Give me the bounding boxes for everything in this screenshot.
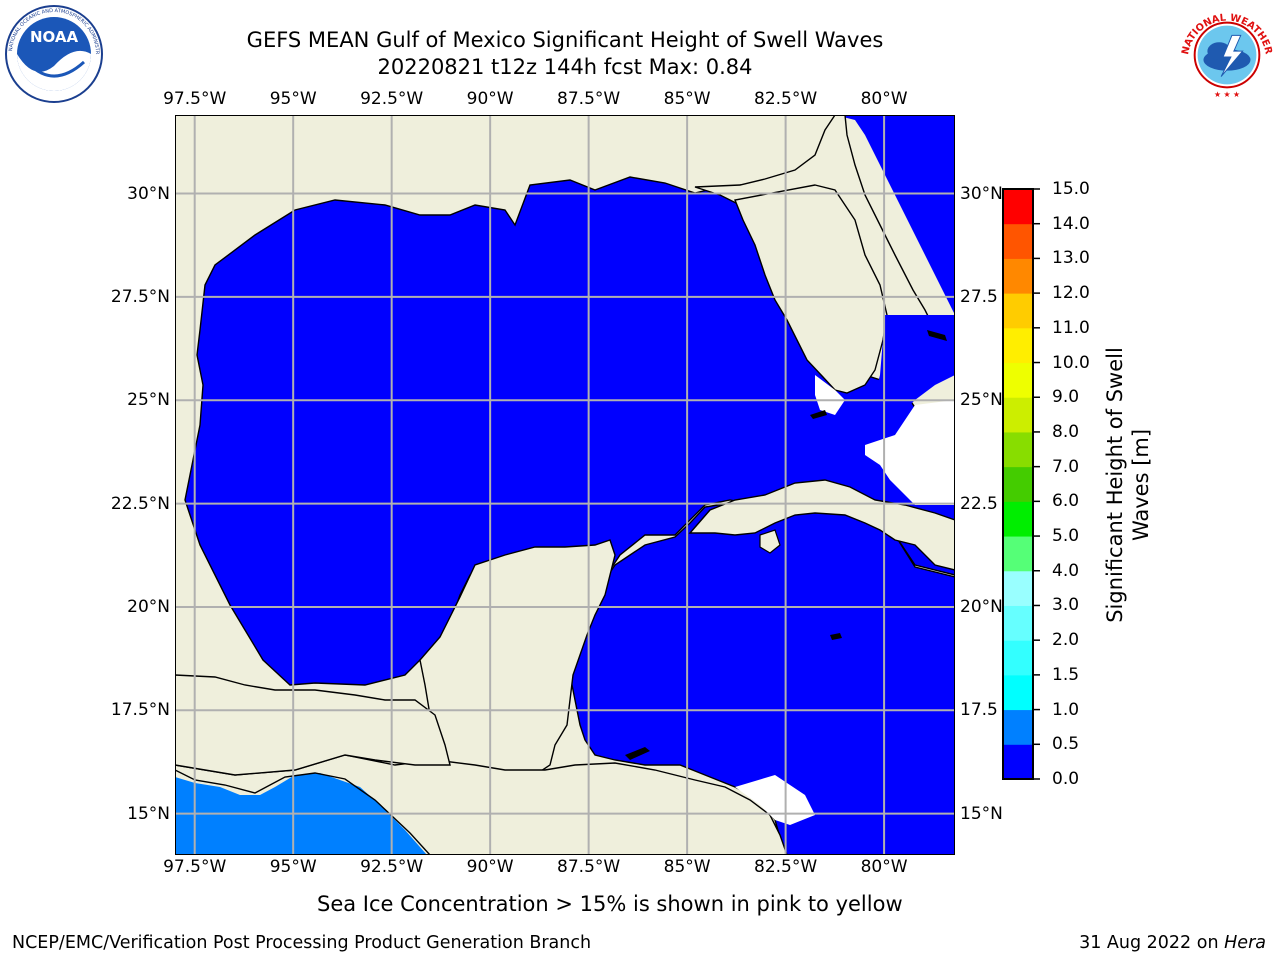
chart-title-line1: GEFS MEAN Gulf of Mexico Significant Hei… <box>246 28 884 52</box>
longitude-tick-label: 92.5°W <box>360 857 424 877</box>
colorbar-tick-label: 14.0 <box>1052 213 1090 234</box>
longitude-tick-label: 97.5°W <box>163 89 227 109</box>
longitude-tick-label: 82.5°W <box>754 89 818 109</box>
noaa-logo-text: NOAA <box>30 28 79 46</box>
latitude-tick-label-left: 27.5°N <box>110 286 170 307</box>
latitude-tick-label-right: 25°N <box>960 390 1003 411</box>
longitude-tick-label: 97.5°W <box>163 857 227 877</box>
latitude-tick-label-right: 30°N <box>960 183 1003 204</box>
colorbar-segment <box>1003 362 1033 398</box>
colorbar-tick-label: 8.0 <box>1052 421 1080 442</box>
latitude-tick-label-right: 15°N <box>960 803 1003 824</box>
colorbar-segment <box>1003 293 1033 329</box>
latitude-tick-label-left: 30°N <box>127 183 170 204</box>
footer-branch: NCEP/EMC/Verification Post Processing Pr… <box>12 933 592 953</box>
longitude-tick-label: 87.5°W <box>557 89 621 109</box>
colorbar-tick-label: 15.0 <box>1052 179 1090 199</box>
longitude-tick-label: 85°W <box>663 857 711 877</box>
colorbar-tick-label: 1.0 <box>1052 699 1080 720</box>
latitude-tick-label-left: 17.5°N <box>110 700 170 721</box>
latitude-tick-label-left: 25°N <box>127 390 170 411</box>
latitude-tick-label-right: 22.5 <box>960 493 998 514</box>
colorbar-segment <box>1003 258 1033 294</box>
colorbar-tick-label: 7.0 <box>1052 456 1080 477</box>
cuba-land <box>688 479 955 571</box>
colorbar-segment <box>1003 640 1033 676</box>
latitude-tick-label-left: 15°N <box>127 803 170 824</box>
longitude-tick-label: 92.5°W <box>360 89 424 109</box>
colorbar-segment <box>1003 674 1033 711</box>
colorbar-tick-label: 2.0 <box>1052 630 1080 651</box>
colorbar-tick-label: 1.5 <box>1052 664 1080 685</box>
colorbar-segment <box>1003 189 1033 225</box>
latitude-tick-label-left: 22.5°N <box>110 493 170 514</box>
colorbar-segment <box>1003 223 1033 259</box>
longitude-tick-label: 85°W <box>663 89 711 109</box>
colorbar-tick-label: 10.0 <box>1052 352 1090 373</box>
longitude-tick-label: 80°W <box>860 89 908 109</box>
colorbar-tick-label: 0.5 <box>1052 734 1080 755</box>
colorbar-segment <box>1003 431 1033 468</box>
footer-date: 31 Aug 2022 on Hera <box>1079 933 1266 953</box>
gridlines <box>175 115 955 855</box>
colorbar-tick-label: 13.0 <box>1052 248 1090 269</box>
colorbar <box>1002 188 1040 780</box>
colorbar-tick-label: 5.0 <box>1052 526 1080 547</box>
colorbar-label: Significant Height of Swell Waves [m] <box>1103 347 1153 623</box>
colorbar-segment <box>1003 466 1033 502</box>
colorbar-tick-label: 9.0 <box>1052 387 1080 408</box>
missing-data-bahamas <box>865 400 955 505</box>
longitude-tick-label: 87.5°W <box>557 857 621 877</box>
colorbar-segment <box>1003 605 1033 641</box>
nws-logo: NATIONAL WEATHER SERVICE ★ ★ ★ <box>1178 6 1274 102</box>
latitude-tick-label-right: 20°N <box>960 596 1003 617</box>
chart-title-line2: 20220821 t12z 144h fcst Max: 0.84 <box>377 55 753 79</box>
colorbar-tick-label: 12.0 <box>1052 283 1090 304</box>
colorbar-segment <box>1003 327 1033 364</box>
colorbar-segment <box>1003 536 1033 572</box>
colorbar-segment <box>1003 744 1033 780</box>
colorbar-segment <box>1003 709 1033 745</box>
latitude-tick-label-right: 17.5 <box>960 700 998 721</box>
colorbar-tick-label: 0.0 <box>1052 769 1080 789</box>
longitude-tick-label: 95°W <box>269 89 317 109</box>
longitude-tick-label: 82.5°W <box>754 857 818 877</box>
atlantic-ocean <box>835 115 955 315</box>
colorbar-tick-label: 11.0 <box>1052 317 1090 338</box>
longitude-tick-label: 90°W <box>466 857 514 877</box>
map-panel <box>175 115 955 855</box>
sea-ice-note: Sea Ice Concentration > 15% is shown in … <box>317 892 903 916</box>
latitude-tick-label-left: 20°N <box>127 596 170 617</box>
colorbar-segment <box>1003 570 1033 606</box>
svg-text:★ ★ ★: ★ ★ ★ <box>1214 90 1240 99</box>
longitude-tick-label: 95°W <box>269 857 317 877</box>
longitude-tick-label: 90°W <box>466 89 514 109</box>
longitude-tick-label: 80°W <box>860 857 908 877</box>
colorbar-tick-label: 3.0 <box>1052 595 1080 616</box>
colorbar-tick-label: 4.0 <box>1052 560 1080 581</box>
colorbar-segment <box>1003 501 1033 537</box>
latitude-tick-label-right: 27.5 <box>960 286 998 307</box>
colorbar-tick-label: 6.0 <box>1052 491 1080 512</box>
noaa-logo: NOAA NATIONAL OCEANIC AND ATMOSPHERIC AD… <box>4 4 103 103</box>
colorbar-segment <box>1003 397 1033 433</box>
